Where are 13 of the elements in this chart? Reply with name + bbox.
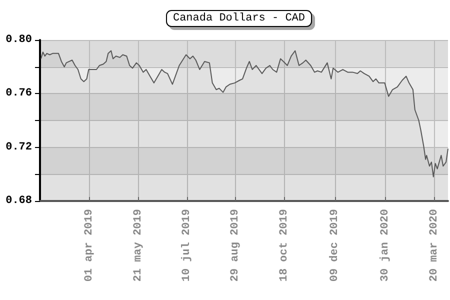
x-tick-label: 09 dec 2019 [329, 209, 342, 282]
x-tick-label: 01 apr 2019 [84, 209, 96, 282]
x-tick-label: 20 mar 2020 [428, 209, 440, 282]
x-tick-label: 21 may 2019 [132, 209, 144, 282]
chart-title: Canada Dollars - CAD [172, 12, 306, 24]
x-tick-label: 29 aug 2019 [230, 209, 242, 282]
y-tick-label: 0.68 [6, 195, 32, 207]
y-tick-label: 0.72 [6, 141, 32, 154]
y-tick-label: 0.76 [6, 88, 32, 100]
x-tick-label: 18 oct 2019 [278, 209, 290, 282]
y-tick-label: 0.80 [6, 34, 32, 46]
x-tick-label: 30 jan 2020 [380, 209, 392, 282]
x-tick-label: 10 jul 2019 [181, 209, 194, 282]
